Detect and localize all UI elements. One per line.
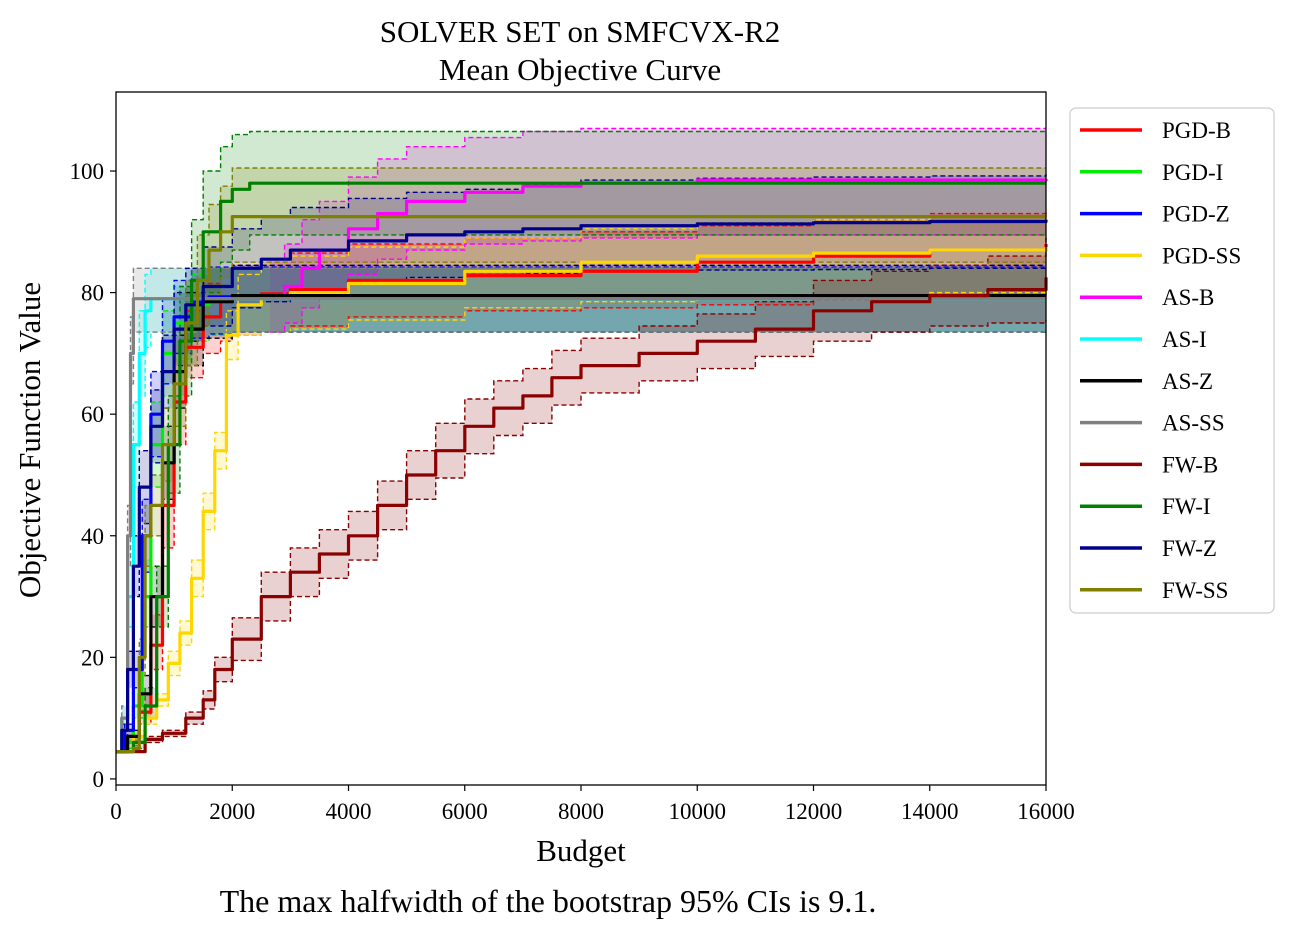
x-tick-label: 10000 bbox=[669, 799, 727, 824]
x-tick-label: 6000 bbox=[442, 799, 488, 824]
legend-label-pgd-i: PGD-I bbox=[1162, 160, 1223, 185]
chart-title: SOLVER SET on SMFCVX-R2 bbox=[380, 14, 781, 49]
x-tick-label: 12000 bbox=[785, 799, 843, 824]
ci-lower-as-b bbox=[270, 234, 1046, 333]
x-tick-label: 0 bbox=[110, 799, 122, 824]
y-tick-label: 60 bbox=[81, 402, 104, 427]
legend-label-as-i: AS-I bbox=[1162, 327, 1207, 352]
legend-label-fw-z: FW-Z bbox=[1162, 536, 1217, 561]
legend-label-fw-i: FW-I bbox=[1162, 494, 1211, 519]
legend-label-as-z: AS-Z bbox=[1162, 369, 1213, 394]
x-tick-label: 16000 bbox=[1017, 799, 1075, 824]
series-line-as-b bbox=[270, 178, 1048, 298]
series-line-fw-ss bbox=[116, 215, 1046, 754]
y-tick-label: 80 bbox=[81, 281, 104, 306]
legend-label-pgd-b: PGD-B bbox=[1162, 118, 1231, 143]
legend-label-as-ss: AS-SS bbox=[1162, 411, 1225, 436]
ci-upper-fw-b bbox=[116, 237, 1047, 753]
y-tick-label: 0 bbox=[93, 767, 105, 792]
legend: PGD-B PGD-I PGD-Z PGD-SS AS-B AS-I AS-Z AS-SS FW… bbox=[1069, 107, 1275, 614]
ci-band-fw-z bbox=[116, 174, 1046, 752]
y-axis-label: Objective Function Value bbox=[12, 282, 47, 598]
ci-band-fw-i bbox=[116, 131, 1046, 752]
x-tick-label: 14000 bbox=[901, 799, 959, 824]
x-axis-ticks: 0 2000 4000 6000 8000 10000 12000 14000 16000 bbox=[110, 785, 1075, 824]
ci-upper-as-b bbox=[270, 127, 1046, 260]
x-axis-label: Budget bbox=[536, 833, 626, 868]
legend-label-fw-b: FW-B bbox=[1162, 452, 1218, 477]
series-line-fw-z bbox=[116, 219, 1048, 754]
x-tick-label: 2000 bbox=[209, 799, 255, 824]
series-lines bbox=[116, 178, 1048, 754]
y-axis-ticks: 0 20 40 60 80 100 bbox=[70, 159, 116, 792]
legend-label-pgd-z: PGD-Z bbox=[1162, 202, 1230, 227]
series-line-fw-b bbox=[116, 277, 1048, 754]
legend-label-pgd-ss: PGD-SS bbox=[1162, 243, 1241, 268]
legend-label-fw-ss: FW-SS bbox=[1162, 578, 1228, 603]
x-tick-label: 4000 bbox=[326, 799, 372, 824]
legend-frame bbox=[1069, 107, 1275, 614]
legend-label-as-b: AS-B bbox=[1162, 285, 1214, 310]
y-tick-label: 20 bbox=[81, 645, 104, 670]
chart-caption: The max halfwidth of the bootstrap 95% C… bbox=[220, 883, 877, 919]
y-tick-label: 40 bbox=[81, 524, 104, 549]
x-tick-label: 8000 bbox=[558, 799, 604, 824]
series-line-pgd-ss bbox=[116, 247, 1048, 754]
y-tick-label: 100 bbox=[70, 159, 105, 184]
chart-subtitle: Mean Objective Curve bbox=[439, 52, 721, 87]
